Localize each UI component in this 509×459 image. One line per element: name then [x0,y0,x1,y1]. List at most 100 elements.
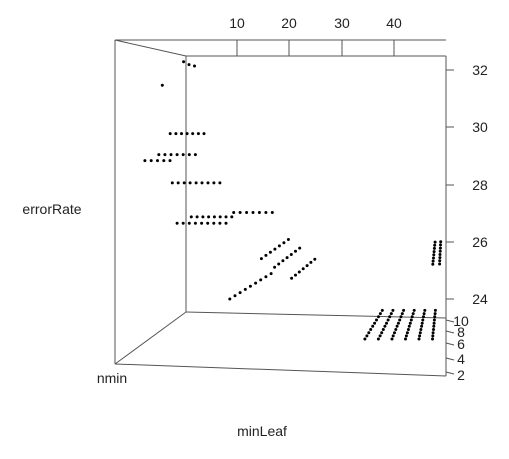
data-point [264,211,268,214]
data-point [182,60,186,64]
data-point [218,215,222,219]
data-point [224,221,228,225]
z-tick-label-26: 26 [472,234,488,250]
data-point [405,331,409,335]
z-axis: 32 30 28 26 24 [446,62,488,307]
data-point [207,215,211,219]
data-point [409,318,413,322]
data-point [386,318,390,322]
data-point [224,215,228,219]
data-point [412,308,416,312]
data-point [248,284,252,288]
data-point [195,215,199,219]
data-point [438,262,442,266]
data-point [404,334,408,338]
data-point [251,211,255,214]
data-point [431,334,435,338]
data-point [363,337,367,341]
data-point [417,337,421,341]
data-point [369,328,373,331]
data-point [277,244,281,248]
data-point [259,278,263,282]
data-point [398,318,402,322]
data-point [182,181,186,185]
data-point [389,312,393,316]
data-point [238,211,242,214]
box-top-depth [114,39,187,57]
y-tick-label-4: 4 [457,351,465,367]
data-point [169,153,173,157]
data-point [371,324,375,328]
data-point [176,181,180,185]
data-point [433,312,437,316]
data-point [264,253,268,257]
data-point [420,324,424,328]
data-point [191,132,195,136]
data-point [298,246,302,250]
data-point [257,211,261,214]
data-point [381,328,385,331]
data-point [270,211,274,214]
data-point [193,64,196,68]
data-point [438,253,442,256]
y-axis: 2 4 6 8 10 [445,313,469,383]
data-point [282,241,286,245]
data-point [297,270,301,274]
z-tick-label-28: 28 [472,177,488,193]
box-bottom-front [114,363,447,377]
data-point [378,312,382,316]
data-point [286,238,290,241]
y-tick-mark-10 [445,319,455,323]
data-point [193,221,197,225]
data-point [391,334,395,338]
data-point [313,257,317,261]
data-point [380,331,384,335]
data-point [175,153,179,157]
data-point [418,331,422,335]
data-point [439,240,443,244]
x-axis-title: minLeaf [237,423,287,439]
data-point [273,247,277,251]
data-point [421,318,425,322]
data-point [212,181,216,185]
box-bottom-depth [114,311,187,365]
data-point [269,272,273,276]
y-tick-label-8: 8 [457,324,465,340]
data-point [422,315,425,319]
box-back-bottom [185,311,447,319]
data-point [432,318,436,322]
data-point [188,181,192,185]
y-tick-label-2: 2 [457,367,465,383]
data-point [201,215,205,219]
data-point [367,331,371,335]
data-point [200,221,204,225]
data-point [390,337,394,341]
data-point [433,308,437,312]
data-point [289,253,293,256]
data-point [423,308,427,312]
data-point [200,181,204,185]
data-point [193,153,197,157]
data-point [233,294,237,298]
data-point [181,221,185,225]
data-point [404,337,407,341]
data-point [385,321,388,325]
data-point [432,328,435,331]
z-tick-label-30: 30 [472,119,488,135]
data-point [168,159,172,163]
data-point [301,267,305,271]
x-tick-label-10: 10 [229,15,245,31]
data-point [187,153,191,157]
points-layer [143,60,443,341]
x-axis: 10 20 30 40 [229,15,402,56]
data-point [439,243,442,247]
data-point [365,334,369,338]
data-point [163,153,167,157]
data-point [410,315,414,319]
data-point [373,321,377,325]
data-point [156,159,159,163]
data-point [422,312,426,316]
data-point [431,331,435,335]
data-point [438,246,442,250]
